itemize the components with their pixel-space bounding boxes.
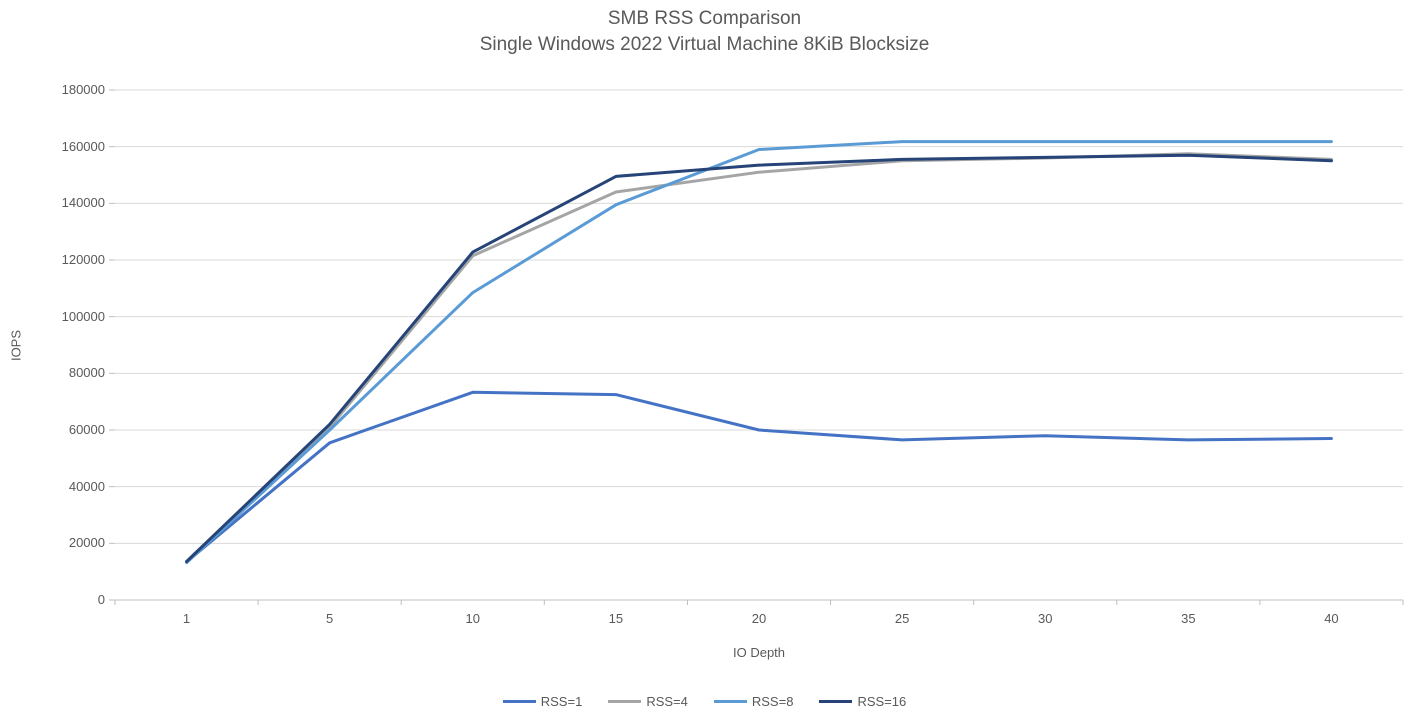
x-tick-label: 40 (1324, 611, 1339, 626)
x-tick-label: 25 (894, 611, 910, 626)
legend-label: RSS=1 (540, 694, 583, 709)
legend-line-swatch (608, 700, 642, 703)
legend-item-rss-1: RSS=1 (502, 694, 583, 709)
x-tick-label: 10 (465, 611, 480, 626)
series-line-rss-16 (185, 153, 1333, 563)
x-tick-label: 15 (608, 611, 624, 626)
x-tick-label: 20 (751, 611, 767, 626)
x-axis-title: IO Depth (732, 645, 786, 660)
chart-title-block: SMB RSS Comparison Single Windows 2022 V… (0, 6, 1409, 58)
x-tick-label: 30 (1037, 611, 1053, 626)
x-tick-label: 5 (326, 611, 334, 626)
legend-label: RSS=8 (751, 694, 794, 709)
y-tick-label: 60000 (68, 422, 105, 437)
chart-subtitle: Single Windows 2022 Virtual Machine 8KiB… (479, 34, 930, 55)
legend-line-swatch (502, 700, 536, 703)
legend-line-swatch (713, 700, 747, 703)
legend-item-rss-8: RSS=8 (713, 694, 794, 709)
x-tick-label: 1 (182, 611, 191, 626)
y-tick-label: 140000 (61, 195, 105, 211)
legend-item-rss-16: RSS=16 (819, 694, 906, 709)
y-axis-title: IOPS (8, 329, 24, 362)
y-tick-label: 20000 (68, 535, 105, 551)
legend: RSS=1 RSS=4 RSS=8 RSS=16 (0, 694, 1409, 709)
y-tick-label: 40000 (68, 478, 105, 494)
y-tick-label: 180000 (61, 82, 105, 97)
y-tick-label: 80000 (68, 365, 105, 381)
y-tick-label: 120000 (61, 252, 105, 267)
legend-label: RSS=4 (646, 694, 688, 709)
y-tick-label: 0 (97, 592, 105, 607)
series-line-rss-8 (185, 140, 1333, 565)
legend-item-rss-4: RSS=4 (608, 694, 688, 709)
series-line-rss-1 (185, 390, 1333, 564)
chart-title: SMB RSS Comparison (607, 8, 802, 29)
legend-label: RSS=16 (857, 694, 907, 709)
series-line-rss-4 (185, 152, 1333, 564)
legend-line-swatch (819, 700, 853, 703)
y-tick-label: 100000 (61, 308, 105, 324)
y-tick-label: 160000 (61, 138, 105, 154)
x-tick-label: 35 (1181, 611, 1196, 626)
